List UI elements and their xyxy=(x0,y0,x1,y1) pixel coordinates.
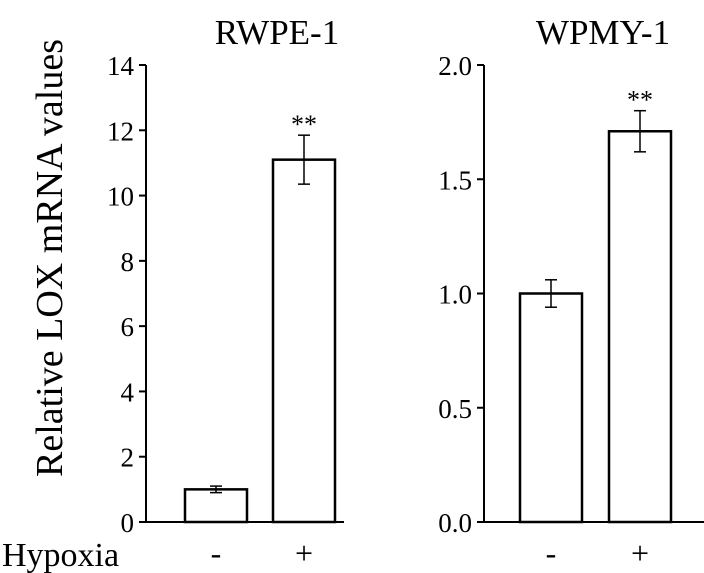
significance-annotation: ** xyxy=(627,86,653,115)
y-tick-label: 0.5 xyxy=(438,394,472,424)
chart-title: RWPE-1 xyxy=(215,13,339,52)
y-tick-label: 6 xyxy=(121,312,135,342)
category-label: + xyxy=(631,535,649,571)
significance-annotation: ** xyxy=(291,110,317,139)
bar-normoxia xyxy=(518,292,584,524)
y-tick-label: 14 xyxy=(107,51,135,81)
y-tick-label: 4 xyxy=(121,377,135,407)
chart-panel-rwpe1: RWPE-1 0 2 4 6 8 10 12 14 - ** + xyxy=(107,13,344,571)
chart-panel-wpmy1: WPMY-1 0.0 0.5 1.0 1.5 2.0 - ** + xyxy=(438,13,704,571)
category-label: - xyxy=(546,535,557,571)
y-tick-label: 0 xyxy=(121,508,135,538)
y-tick-label: 10 xyxy=(107,182,134,212)
y-axis-label: Relative LOX mRNA values xyxy=(29,39,71,477)
y-tick-label: 2.0 xyxy=(438,51,472,81)
y-tick-label: 0.0 xyxy=(438,508,472,538)
y-tick-label: 1.0 xyxy=(438,280,472,310)
bar-hypoxia xyxy=(271,158,337,524)
y-tick-label: 1.5 xyxy=(438,165,472,195)
bar-normoxia xyxy=(183,488,249,524)
condition-label: Hypoxia xyxy=(2,537,119,573)
y-tick-label: 12 xyxy=(107,116,134,146)
y-tick-label: 2 xyxy=(121,443,135,473)
y-tick-label: 8 xyxy=(121,247,135,277)
chart-title: WPMY-1 xyxy=(536,13,670,52)
bar-hypoxia xyxy=(607,130,673,524)
category-label: + xyxy=(295,535,313,571)
category-label: - xyxy=(211,535,222,571)
